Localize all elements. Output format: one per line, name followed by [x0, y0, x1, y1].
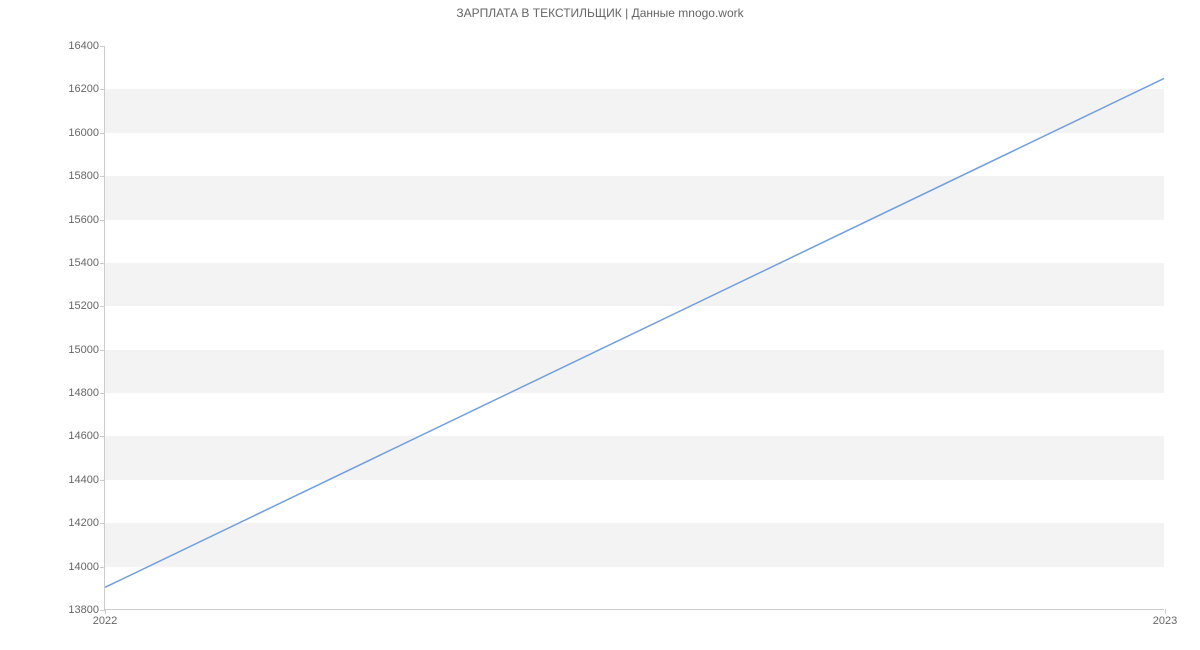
y-tick-mark [100, 350, 105, 351]
y-tick-label: 16000 [68, 127, 99, 139]
x-tick-label: 2022 [93, 615, 117, 627]
plot-area: 1380014000142001440014600148001500015200… [104, 46, 1164, 610]
y-tick-label: 14600 [68, 430, 99, 442]
y-tick-mark [100, 220, 105, 221]
y-tick-mark [100, 89, 105, 90]
y-tick-mark [100, 306, 105, 307]
y-tick-mark [100, 176, 105, 177]
y-tick-mark [100, 46, 105, 47]
y-tick-label: 14400 [68, 474, 99, 486]
y-tick-mark [100, 393, 105, 394]
x-tick-mark [1165, 609, 1166, 614]
y-tick-mark [100, 480, 105, 481]
y-tick-label: 15600 [68, 214, 99, 226]
y-tick-label: 16400 [68, 40, 99, 52]
y-tick-label: 14000 [68, 561, 99, 573]
salary-line-chart: ЗАРПЛАТА В ТЕКСТИЛЬЩИК | Данные mnogo.wo… [0, 0, 1200, 650]
line-layer [105, 46, 1164, 609]
chart-title: ЗАРПЛАТА В ТЕКСТИЛЬЩИК | Данные mnogo.wo… [0, 6, 1200, 20]
series-line [105, 78, 1164, 587]
y-tick-label: 15000 [68, 344, 99, 356]
y-tick-mark [100, 567, 105, 568]
y-tick-label: 14200 [68, 517, 99, 529]
y-tick-label: 15800 [68, 170, 99, 182]
y-tick-mark [100, 436, 105, 437]
y-tick-mark [100, 263, 105, 264]
x-tick-mark [105, 609, 106, 614]
y-tick-label: 16200 [68, 83, 99, 95]
y-tick-label: 15400 [68, 257, 99, 269]
x-tick-label: 2023 [1153, 615, 1177, 627]
y-tick-mark [100, 523, 105, 524]
y-tick-label: 14800 [68, 387, 99, 399]
y-tick-label: 15200 [68, 300, 99, 312]
y-tick-mark [100, 133, 105, 134]
